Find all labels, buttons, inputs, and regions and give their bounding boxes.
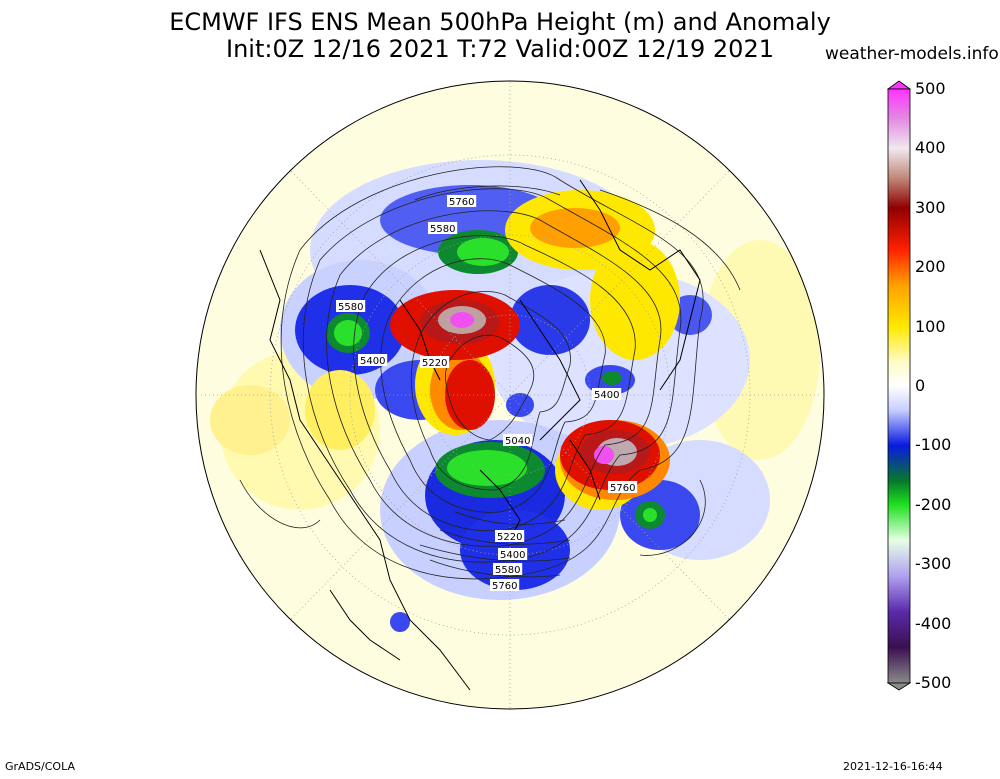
contour-labels: 5760 5580 5580 5400 5220 5400 5040 5760 5220 5400… xyxy=(336,195,638,592)
colorbar-tick-label: 100 xyxy=(915,316,946,336)
colorbar xyxy=(886,80,912,691)
chart-subtitle: Init:0Z 12/16 2021 T:72 Valid:00Z 12/19 … xyxy=(226,35,774,63)
svg-text:5580: 5580 xyxy=(430,224,455,235)
colorbar-tick-label: 400 xyxy=(915,138,946,158)
svg-text:5760: 5760 xyxy=(610,483,635,494)
contour-label: 5580 xyxy=(336,300,366,313)
colorbar-bottom-arrow xyxy=(886,682,912,691)
colorbar-tick-label: 300 xyxy=(915,197,946,217)
contour-label: 5580 xyxy=(493,563,523,576)
contour-label: 5760 xyxy=(608,481,638,494)
source-website: weather-models.info xyxy=(825,44,999,64)
colorbar-bar xyxy=(887,88,911,684)
contour-label: 5580 xyxy=(428,222,458,235)
contour-label: 5760 xyxy=(447,195,477,208)
contour-label: 5400 xyxy=(592,388,622,401)
svg-text:5760: 5760 xyxy=(492,581,517,592)
svg-text:5400: 5400 xyxy=(360,356,385,367)
contour-label: 5220 xyxy=(495,530,525,543)
colorbar-tick-label: 500 xyxy=(915,79,946,98)
contour-label: 5760 xyxy=(490,579,520,592)
globe-outline xyxy=(195,80,825,710)
footer-timestamp: 2021-12-16-16:44 xyxy=(843,760,943,773)
svg-text:5760: 5760 xyxy=(449,197,474,208)
colorbar-tick-label: 0 xyxy=(915,376,926,395)
anomaly-field xyxy=(200,81,820,709)
colorbar-tick-label: -200 xyxy=(915,494,952,514)
svg-text:5580: 5580 xyxy=(495,565,520,576)
chart-title: ECMWF IFS ENS Mean 500hPa Height (m) and… xyxy=(169,8,831,36)
colorbar-top-arrow xyxy=(886,80,912,90)
colorbar-tick-label: -400 xyxy=(915,613,952,633)
colorbar-tick-label: -100 xyxy=(915,435,952,455)
contour-label: 5400 xyxy=(498,548,528,561)
colorbar-tick-label: 200 xyxy=(915,257,946,277)
colorbar-tick-label: -500 xyxy=(915,673,952,692)
svg-text:5220: 5220 xyxy=(422,358,447,369)
svg-text:5400: 5400 xyxy=(594,390,619,401)
contour-label: 5220 xyxy=(420,356,450,369)
svg-text:5400: 5400 xyxy=(500,550,525,561)
svg-text:5040: 5040 xyxy=(505,436,530,447)
svg-text:5580: 5580 xyxy=(338,302,363,313)
colorbar-tick-label: -300 xyxy=(915,554,952,574)
footer-software: GrADS/COLA xyxy=(5,760,75,773)
contour-label: 5400 xyxy=(358,354,388,367)
contour-label: 5040 xyxy=(503,434,533,447)
svg-text:5220: 5220 xyxy=(497,532,522,543)
